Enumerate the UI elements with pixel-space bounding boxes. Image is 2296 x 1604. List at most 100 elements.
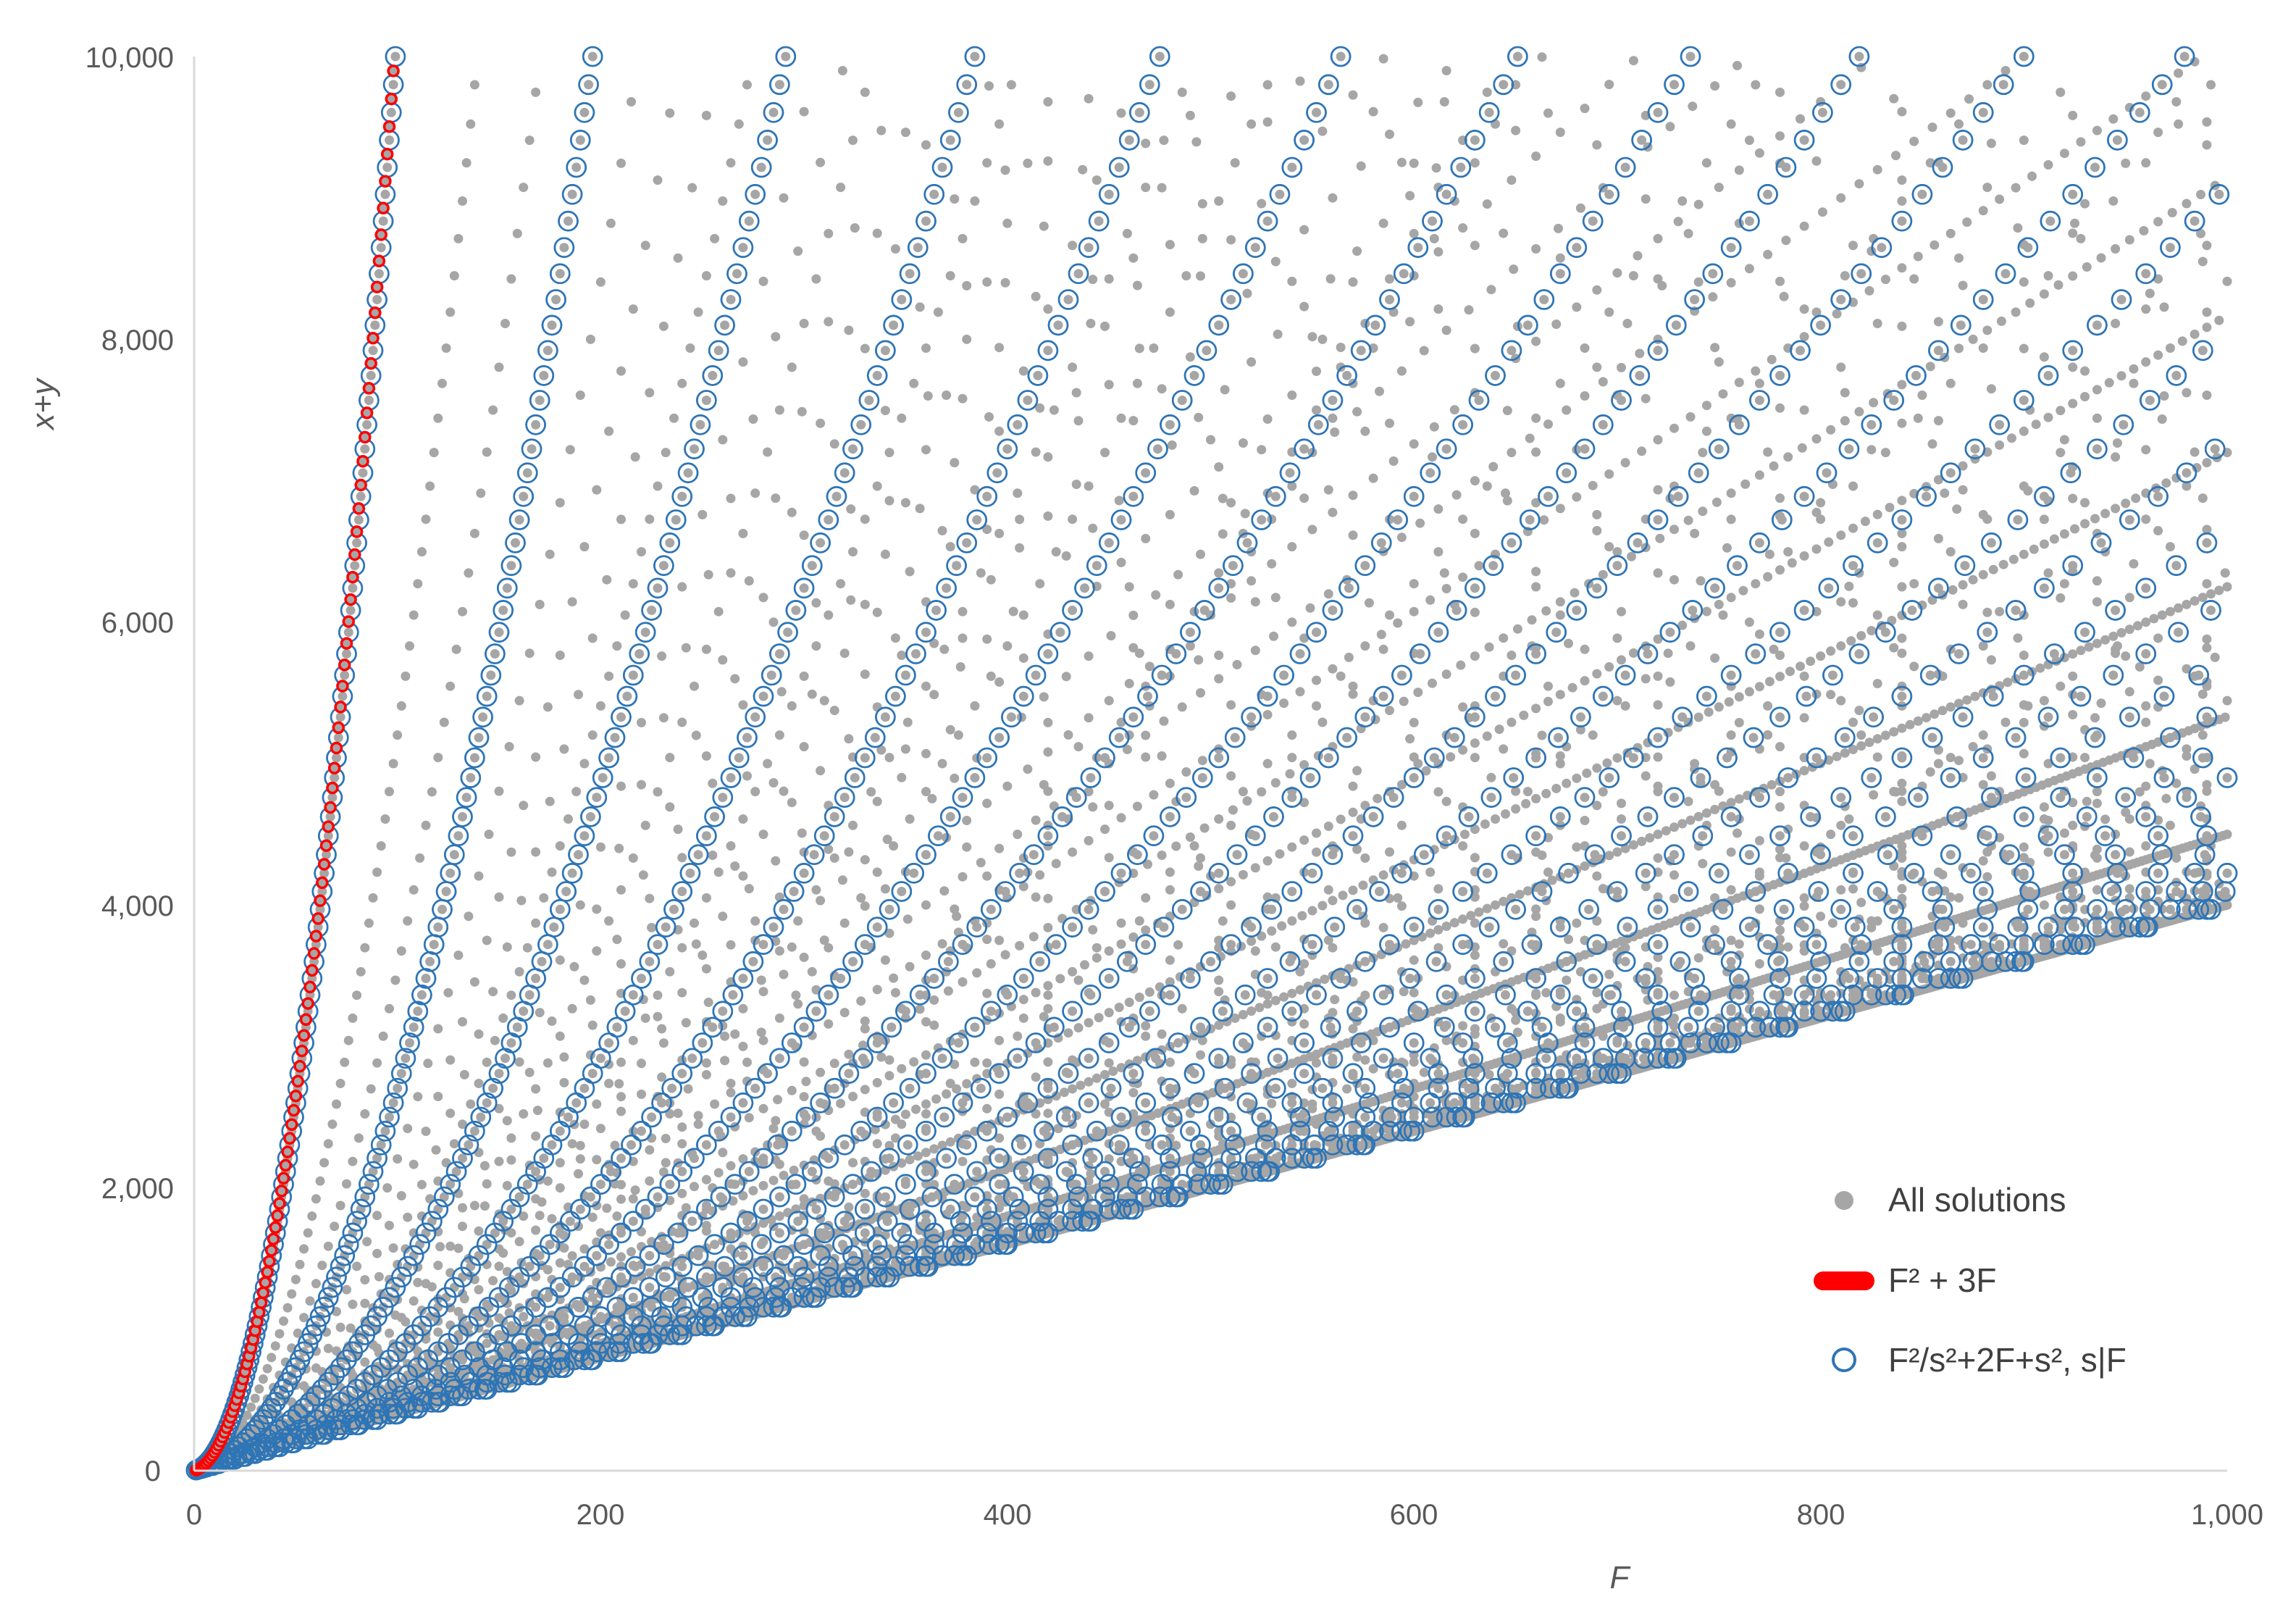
data-point-all-solutions (1555, 378, 1565, 388)
data-point-all-solutions (575, 135, 585, 145)
data-point-all-solutions (616, 158, 626, 168)
data-point-all-solutions (1312, 1058, 1321, 1068)
data-point-all-solutions (335, 1079, 345, 1088)
data-point-all-solutions (512, 1022, 522, 1032)
data-point-all-solutions (494, 1069, 504, 1079)
data-point-all-solutions (258, 1374, 268, 1384)
data-point-all-solutions (1458, 419, 1468, 430)
data-point-all-solutions (685, 1250, 695, 1260)
data-point-all-solutions (1295, 985, 1305, 995)
data-point-all-solutions (307, 1211, 317, 1221)
data-point-all-solutions (915, 504, 925, 514)
data-point-all-solutions (844, 734, 854, 744)
data-point-all-solutions (718, 1006, 728, 1016)
data-point-all-solutions (728, 990, 738, 1000)
data-point-all-solutions (1509, 264, 1519, 275)
data-point-all-solutions (1285, 769, 1295, 779)
data-point-all-solutions (1328, 943, 1338, 953)
data-point-all-solutions (1419, 346, 1429, 356)
data-point-all-solutions (942, 1089, 952, 1099)
data-point-all-solutions (1486, 285, 1496, 295)
data-point-all-solutions (1352, 1006, 1362, 1016)
data-point-all-solutions (994, 119, 1005, 129)
data-point-all-solutions (1006, 80, 1016, 90)
data-point-all-solutions (982, 634, 992, 644)
data-point-all-solutions (758, 1035, 768, 1045)
data-point-all-solutions (531, 974, 541, 983)
data-point-all-solutions (401, 1244, 411, 1254)
data-point-all-solutions (1433, 904, 1444, 914)
data-point-all-solutions (1543, 681, 1553, 691)
data-point-all-solutions (880, 955, 890, 965)
data-point-all-solutions (1312, 405, 1321, 415)
data-point-all-solutions (970, 701, 980, 711)
data-point-all-solutions (634, 649, 645, 659)
data-point-all-solutions (421, 974, 431, 983)
data-point-all-solutions (1116, 515, 1126, 525)
data-point-all-solutions (811, 274, 821, 284)
data-point-all-solutions (482, 1098, 492, 1108)
data-point-all-solutions (1470, 651, 1480, 661)
data-point-all-solutions (1132, 378, 1142, 388)
data-point-all-solutions (860, 1085, 870, 1095)
data-point-all-solutions (535, 1008, 545, 1018)
data-point-all-solutions (1250, 946, 1260, 956)
data-point-all-solutions (1206, 435, 1215, 445)
data-point-all-solutions (524, 1261, 535, 1271)
data-point-all-solutions (958, 1156, 968, 1166)
data-point-all-solutions (413, 579, 423, 589)
data-point-all-solutions (1312, 701, 1321, 711)
data-point-all-solutions (929, 690, 939, 700)
data-point-all-solutions (658, 561, 669, 571)
data-point-all-solutions (559, 243, 569, 253)
data-point-all-solutions (1555, 1016, 1565, 1027)
data-point-all-solutions (1482, 199, 1492, 209)
data-point-all-solutions (1287, 988, 1297, 998)
data-point-all-solutions (595, 1179, 606, 1190)
data-point-all-solutions (1433, 304, 1444, 314)
data-point-all-solutions (726, 1087, 736, 1098)
data-point-all-solutions (490, 1228, 500, 1238)
data-point-all-solutions (555, 1183, 565, 1193)
data-point-all-solutions (637, 1089, 646, 1099)
data-point-all-solutions (1194, 655, 1204, 665)
data-point-all-solutions (1250, 243, 1260, 253)
data-point-all-solutions (665, 753, 675, 763)
data-point-all-solutions (1488, 461, 1499, 472)
data-point-all-solutions (1433, 943, 1444, 953)
data-point-all-solutions (1043, 1083, 1053, 1093)
data-point-all-solutions (1214, 568, 1224, 578)
data-point-all-solutions (338, 691, 348, 701)
data-point-all-solutions (1396, 1098, 1407, 1108)
data-point-all-solutions (889, 1098, 899, 1108)
data-point-all-solutions (1141, 468, 1151, 478)
data-point-all-solutions (1092, 175, 1102, 185)
data-point-all-solutions (1080, 583, 1089, 593)
data-point-all-solutions (1159, 135, 1169, 146)
data-point-all-solutions (1486, 772, 1496, 782)
data-point-all-solutions (1061, 551, 1071, 561)
data-point-all-solutions (604, 1240, 614, 1250)
data-point-all-solutions (1008, 606, 1018, 617)
data-point-all-solutions (787, 798, 797, 808)
data-point-all-solutions (1238, 869, 1248, 880)
data-point-all-solutions (1396, 366, 1407, 376)
data-point-all-solutions (1185, 1126, 1195, 1136)
data-point-all-solutions (630, 1185, 640, 1195)
data-point-all-solutions (726, 295, 736, 304)
data-point-all-solutions (677, 1253, 687, 1263)
data-point-all-solutions (945, 724, 955, 735)
data-point-all-solutions (758, 1103, 768, 1114)
data-point-all-solutions (1196, 1050, 1205, 1060)
data-point-all-solutions (1525, 515, 1535, 525)
data-point-all-solutions (647, 1302, 657, 1312)
data-point-all-solutions (1399, 696, 1409, 706)
data-point-all-solutions (771, 493, 781, 504)
data-point-all-solutions (744, 1166, 754, 1177)
data-point-all-solutions (1177, 904, 1187, 914)
data-point-all-solutions (482, 691, 492, 701)
data-point-all-solutions (1055, 974, 1065, 984)
data-point-all-solutions (872, 481, 882, 491)
data-point-all-solutions (685, 343, 695, 353)
data-point-all-solutions (774, 1159, 784, 1169)
